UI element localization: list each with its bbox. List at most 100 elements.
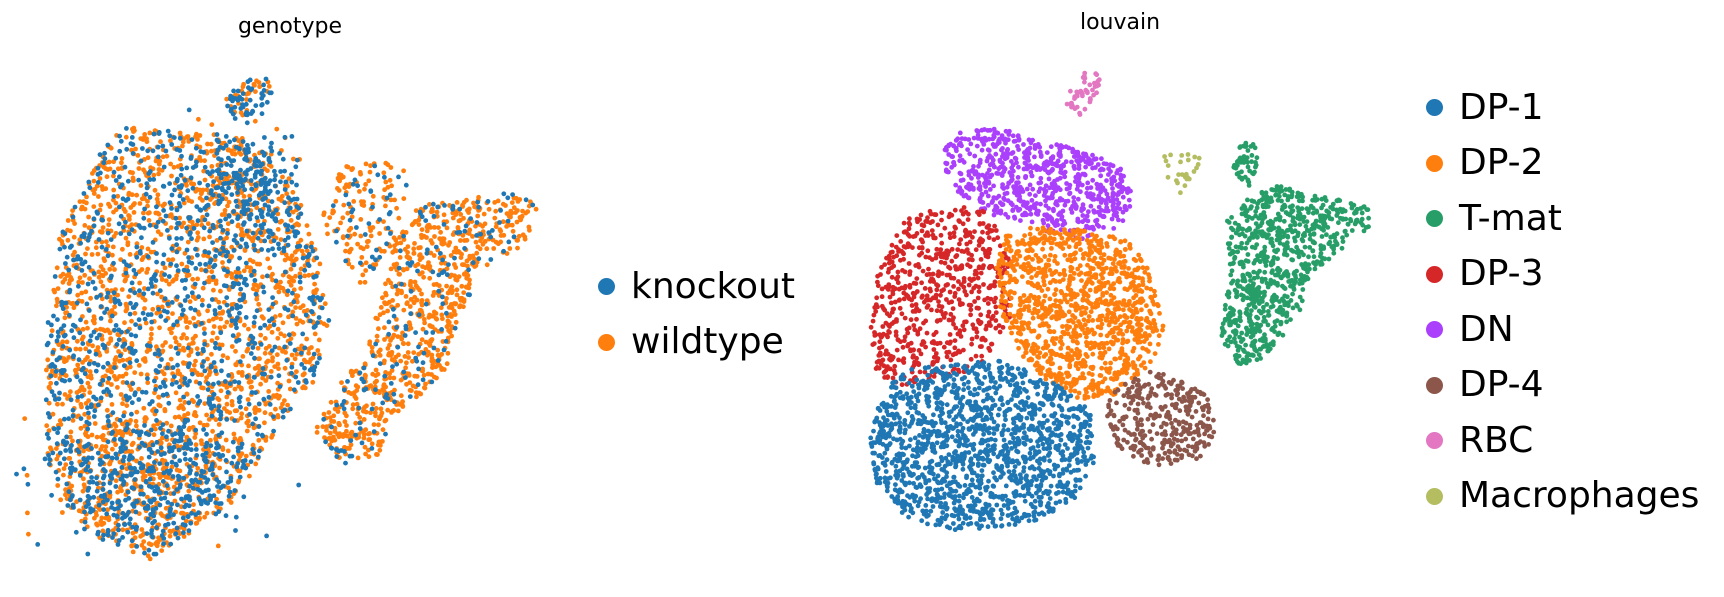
point-wildtype (231, 431, 237, 437)
point-t-mat (1296, 198, 1302, 204)
point-wildtype (107, 266, 113, 272)
point-wildtype (202, 177, 208, 183)
point-wildtype (179, 224, 185, 230)
point-wildtype (93, 245, 99, 251)
point-t-mat (1281, 218, 1287, 224)
point-wildtype (184, 325, 190, 330)
point-wildtype (218, 388, 224, 394)
point-wildtype (206, 318, 212, 324)
point-wildtype (55, 286, 61, 291)
point-wildtype (115, 385, 120, 390)
point-wildtype (72, 249, 77, 255)
point-wildtype (317, 261, 323, 267)
point-wildtype (112, 267, 117, 272)
point-wildtype (208, 437, 213, 443)
point-t-mat (1245, 252, 1251, 257)
point-wildtype (100, 528, 106, 534)
point-wildtype (109, 382, 114, 387)
point-wildtype (306, 231, 312, 237)
point-wildtype (246, 326, 251, 332)
point-wildtype (91, 204, 97, 210)
point-wildtype (149, 326, 154, 332)
point-t-mat (1254, 205, 1260, 211)
point-wildtype (139, 456, 144, 461)
point-wildtype (242, 322, 247, 328)
point-t-mat (1326, 256, 1332, 262)
point-wildtype (222, 324, 228, 330)
point-wildtype (49, 368, 55, 374)
point-wildtype (267, 323, 273, 329)
point-t-mat (1226, 294, 1232, 300)
point-wildtype (132, 310, 138, 316)
point-wildtype (282, 365, 288, 371)
point-wildtype (275, 211, 281, 217)
point-wildtype (214, 496, 220, 502)
point-t-mat (1319, 234, 1325, 239)
point-wildtype (141, 210, 146, 216)
point-wildtype (304, 336, 310, 342)
point-wildtype (135, 153, 141, 158)
point-wildtype (163, 340, 168, 345)
points-wildtype (22, 78, 539, 562)
point-wildtype (54, 446, 59, 451)
point-t-mat (1300, 287, 1306, 292)
point-wildtype (57, 418, 63, 424)
point-wildtype (214, 176, 220, 181)
point-wildtype (241, 194, 247, 199)
point-wildtype (136, 363, 142, 368)
point-wildtype (275, 227, 281, 232)
point-wildtype (176, 342, 182, 348)
point-wildtype (218, 288, 223, 294)
point-wildtype (145, 246, 151, 252)
point-wildtype (278, 279, 283, 285)
point-wildtype (151, 172, 157, 178)
point-wildtype (267, 265, 273, 271)
point-wildtype (106, 222, 112, 228)
point-wildtype (224, 319, 230, 325)
point-wildtype (220, 260, 225, 265)
point-wildtype (191, 315, 197, 321)
point-wildtype (100, 225, 106, 231)
point-wildtype (269, 329, 275, 335)
point-wildtype (60, 401, 65, 407)
point-wildtype (194, 222, 200, 228)
point-wildtype (204, 187, 210, 193)
point-t-mat (1268, 304, 1274, 310)
point-wildtype (294, 351, 300, 357)
point-wildtype (224, 273, 230, 279)
point-wildtype (139, 527, 145, 532)
point-wildtype (322, 301, 328, 307)
point-wildtype (210, 428, 216, 434)
point-wildtype (191, 502, 196, 507)
point-wildtype (95, 251, 101, 257)
point-wildtype (284, 191, 290, 197)
point-wildtype (131, 210, 137, 215)
point-wildtype (62, 392, 68, 397)
point-t-mat (1238, 339, 1244, 344)
point-wildtype (181, 332, 186, 337)
point-wildtype (98, 279, 104, 285)
point-t-mat (1306, 254, 1311, 260)
point-wildtype (280, 401, 285, 407)
chart-title-genotype: genotype (237, 14, 343, 39)
point-t-mat (1290, 291, 1295, 297)
point-t-mat (1329, 216, 1335, 222)
point-wildtype (255, 345, 261, 351)
point-wildtype (224, 394, 230, 400)
point-wildtype (146, 218, 152, 223)
point-wildtype (209, 269, 215, 275)
point-wildtype (211, 287, 216, 293)
point-t-mat (1288, 227, 1294, 233)
point-wildtype (104, 174, 110, 180)
point-wildtype (90, 343, 95, 349)
point-wildtype (202, 514, 208, 520)
point-wildtype (99, 515, 105, 521)
point-wildtype (293, 305, 298, 310)
point-wildtype (195, 230, 201, 236)
point-wildtype (159, 548, 165, 553)
point-wildtype (276, 289, 282, 295)
point-wildtype (216, 397, 222, 403)
point-t-mat (1366, 224, 1371, 230)
point-wildtype (284, 292, 290, 298)
